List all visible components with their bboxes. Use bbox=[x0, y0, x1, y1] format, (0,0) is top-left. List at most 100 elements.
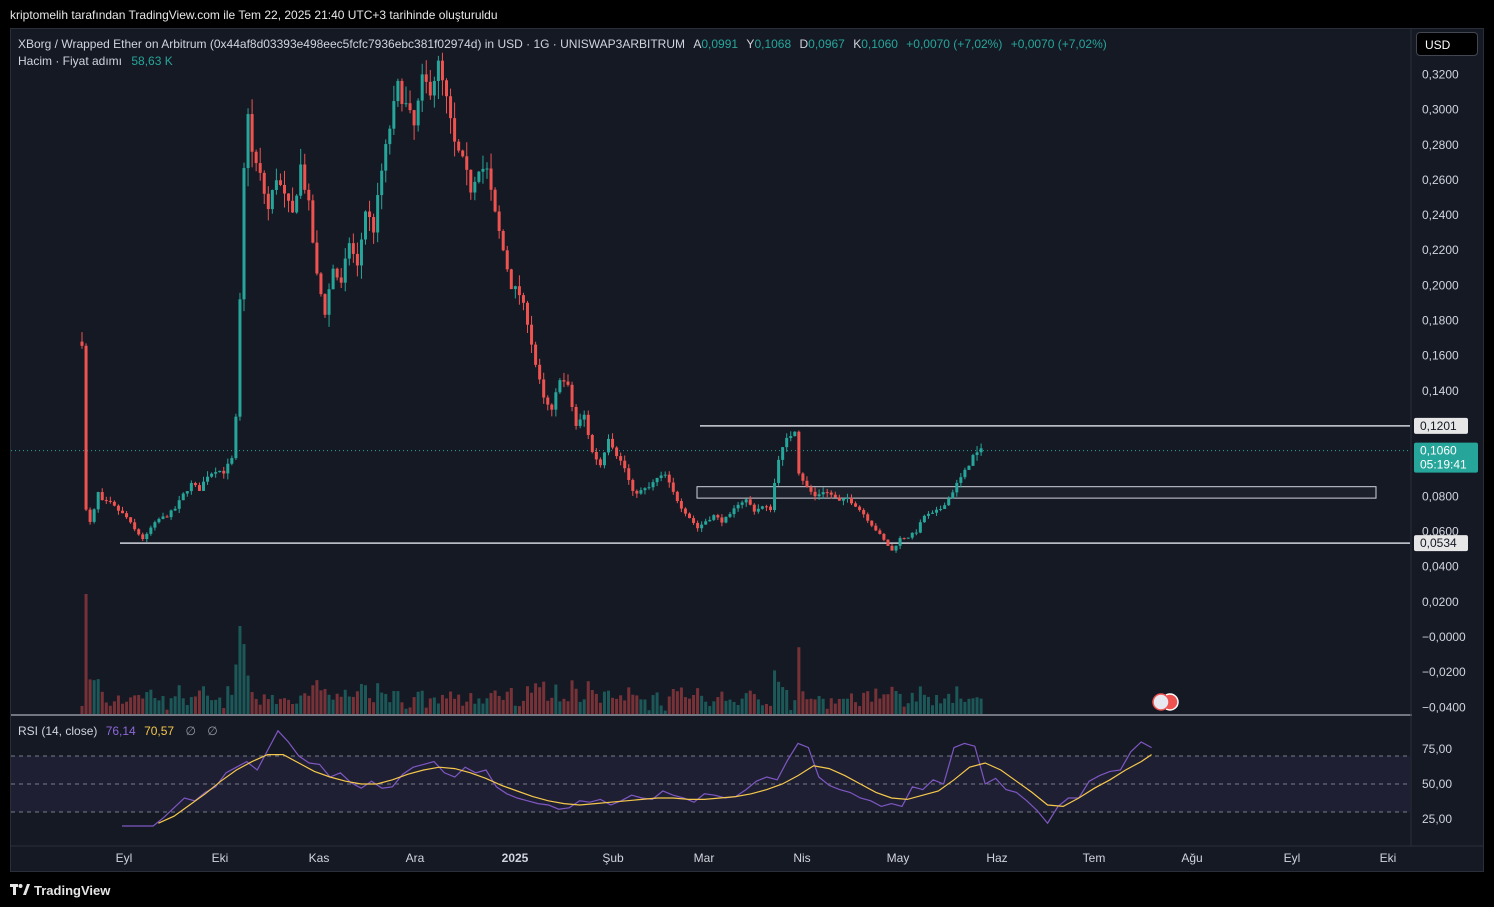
candle-body bbox=[202, 481, 205, 491]
volume-bar bbox=[777, 681, 781, 714]
candle-body bbox=[177, 500, 181, 509]
candle-body bbox=[287, 193, 291, 201]
volume-bar bbox=[270, 694, 274, 714]
candle-body bbox=[878, 530, 882, 534]
close-label: K bbox=[853, 37, 862, 51]
volume-bar bbox=[242, 644, 246, 714]
y-tick-label: 0,2600 bbox=[1422, 173, 1459, 187]
high-value: 0,1068 bbox=[754, 37, 792, 51]
volume-bar bbox=[910, 692, 914, 714]
candle-body bbox=[469, 169, 473, 193]
candle-body bbox=[837, 497, 841, 501]
candle-body bbox=[88, 509, 92, 522]
candle-body bbox=[133, 522, 137, 530]
candle-body bbox=[740, 502, 744, 505]
volume-bar bbox=[92, 680, 96, 714]
candle-body bbox=[416, 100, 420, 126]
volume-label[interactable]: Hacim · Fiyat adımı bbox=[18, 54, 123, 68]
candle-body bbox=[489, 168, 493, 190]
volume-bar bbox=[501, 699, 505, 714]
volume-bar bbox=[562, 698, 566, 714]
consolidation-zone[interactable] bbox=[696, 486, 1377, 499]
volume-bar bbox=[80, 705, 84, 714]
currency-button[interactable]: USD bbox=[1416, 32, 1478, 56]
rsi-legend: RSI (14, close) 76,14 70,57 ∅ ∅ bbox=[18, 724, 218, 738]
volume-bar bbox=[655, 692, 659, 714]
volume-bar bbox=[295, 703, 299, 714]
candle-body bbox=[683, 508, 687, 514]
candle-body bbox=[643, 488, 647, 491]
y-tick-label: −0,0400 bbox=[1422, 700, 1466, 714]
current-price-label-bg bbox=[1414, 442, 1478, 473]
candle-body bbox=[720, 517, 724, 523]
volume-bar bbox=[671, 689, 675, 714]
y-tick-label: 0,0800 bbox=[1422, 489, 1459, 503]
candle-body bbox=[918, 522, 922, 533]
candle-body bbox=[805, 480, 809, 487]
volume-bar bbox=[311, 685, 315, 714]
volume-bar bbox=[570, 680, 574, 714]
rsi-ma-value: 70,57 bbox=[144, 724, 175, 738]
candle-body bbox=[947, 498, 951, 506]
volume-bar bbox=[631, 694, 635, 714]
candle-body bbox=[554, 392, 558, 410]
volume-bar bbox=[420, 690, 424, 714]
volume-bar bbox=[598, 702, 602, 714]
volume-bar bbox=[400, 702, 404, 714]
candle-body bbox=[793, 431, 797, 437]
y-tick-label: 0,1400 bbox=[1422, 384, 1459, 398]
candle-body bbox=[145, 533, 149, 540]
candle-body bbox=[323, 294, 327, 315]
volume-bar bbox=[287, 699, 291, 714]
candle-body bbox=[671, 482, 675, 492]
candle-body bbox=[210, 473, 214, 477]
high-label: Y bbox=[746, 37, 755, 51]
volume-bar bbox=[724, 700, 728, 714]
volume-bar bbox=[319, 690, 323, 714]
rsi-label[interactable]: RSI (14, close) bbox=[18, 724, 98, 738]
candle-body bbox=[845, 497, 849, 499]
volume-bar bbox=[372, 702, 376, 714]
volume-bar bbox=[692, 694, 696, 714]
candle-body bbox=[157, 518, 161, 523]
y-tick-label: 0,2200 bbox=[1422, 243, 1459, 257]
volume-bar bbox=[485, 698, 489, 714]
volume-bar bbox=[169, 698, 173, 714]
candle-body bbox=[558, 380, 562, 393]
volume-bar bbox=[623, 700, 627, 714]
volume-bar bbox=[331, 699, 335, 714]
volume-bar bbox=[526, 686, 529, 714]
volume-bar bbox=[926, 696, 930, 714]
candle-body bbox=[700, 524, 704, 529]
symbol-title[interactable]: XBorg / Wrapped Ether on Arbitrum (0x44a… bbox=[18, 37, 686, 51]
volume-bar bbox=[813, 699, 817, 714]
volume-bar bbox=[760, 705, 764, 714]
candle-body bbox=[963, 469, 967, 478]
volume-bar bbox=[805, 699, 809, 714]
candle-body bbox=[214, 472, 218, 474]
volume-bar bbox=[947, 693, 951, 714]
top-bar: kriptomelih tarafından TradingView.com i… bbox=[0, 0, 1494, 28]
candle-body bbox=[882, 533, 886, 540]
candle-body bbox=[688, 513, 691, 519]
candle-body bbox=[910, 532, 914, 538]
volume-bar bbox=[862, 692, 866, 714]
candle-body bbox=[951, 492, 955, 499]
us-flag-icon[interactable] bbox=[1152, 693, 1170, 711]
y-tick-label: 0,2400 bbox=[1422, 208, 1459, 222]
volume-bar bbox=[534, 683, 538, 714]
volume-bar bbox=[323, 688, 327, 714]
candle-body bbox=[756, 508, 760, 512]
candle-body bbox=[165, 516, 169, 518]
volume-bar bbox=[833, 703, 837, 714]
volume-bar bbox=[291, 704, 295, 714]
candle-body bbox=[485, 168, 489, 170]
candle-body bbox=[420, 74, 424, 101]
candle-body bbox=[432, 80, 436, 96]
x-tick-label: 2025 bbox=[502, 851, 529, 865]
volume-bar bbox=[197, 690, 201, 714]
resistance-price-label: 0,1201 bbox=[1420, 419, 1457, 433]
candle-body bbox=[619, 456, 623, 461]
candle-body bbox=[254, 151, 258, 164]
